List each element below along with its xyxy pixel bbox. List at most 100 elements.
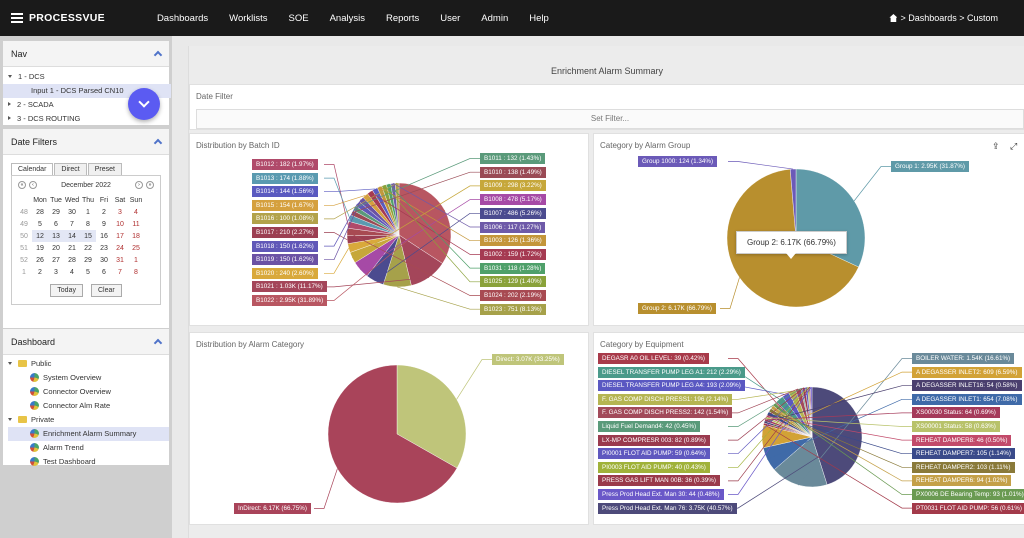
data-label: REHEAT DAMPER8: 46 (0.50%) (912, 434, 1012, 446)
hamburger-menu-icon[interactable] (11, 11, 23, 25)
expand-arrow-icon[interactable] (8, 102, 11, 106)
calendar-day[interactable]: 29 (84, 256, 92, 264)
calendar-day[interactable]: 6 (54, 220, 58, 228)
calendar-day[interactable]: 4 (134, 208, 138, 216)
calendar-day[interactable]: 7 (70, 220, 74, 228)
menu-item-admin[interactable]: Admin (481, 12, 509, 24)
menu-item-user[interactable]: User (440, 12, 461, 24)
scroll-down-button[interactable] (128, 88, 160, 120)
calendar-day[interactable]: 21 (68, 244, 76, 252)
tree-item-input-1[interactable]: Input 1 - DCS Parsed CN10 (3, 84, 171, 98)
last-month-icon[interactable]: » (146, 181, 154, 189)
pie-slice[interactable] (396, 364, 467, 469)
dashboard-item[interactable]: Connector Alm Rate (8, 399, 169, 413)
calendar-day[interactable]: 5 (86, 268, 90, 276)
tree-item-dcs-routing[interactable]: 3 - DCS ROUTING (8, 112, 169, 126)
menu-item-analysis[interactable]: Analysis (329, 12, 365, 24)
calendar-day[interactable]: 9 (102, 220, 106, 228)
data-label: REHEAT DAMPER6: 94 (1.02%) (912, 475, 1012, 487)
calendar-day[interactable]: 26 (36, 256, 44, 264)
calendar-day[interactable]: 6 (102, 268, 106, 276)
collapse-chevron-icon[interactable] (153, 338, 163, 348)
calendar-day[interactable]: 8 (86, 220, 90, 228)
calendar-day[interactable]: 11 (132, 220, 140, 228)
pie-slice[interactable] (327, 364, 458, 504)
dashboard-item[interactable]: Test Dashboard (8, 455, 169, 469)
calendar-day[interactable]: 7 (118, 268, 122, 276)
dashboard-item[interactable]: Enrichment Alarm Summary (8, 427, 169, 441)
expand-arrow-icon[interactable] (8, 75, 12, 78)
calendar-day[interactable]: 30 (100, 256, 108, 264)
calendar-day[interactable]: 17 (116, 232, 124, 240)
folder-private[interactable]: Private (8, 413, 169, 427)
prev-month-icon[interactable]: ‹ (29, 181, 37, 189)
today-button[interactable]: Today (50, 284, 83, 297)
home-icon[interactable] (889, 14, 898, 22)
calendar-day[interactable]: 20 (52, 244, 60, 252)
set-filter-button[interactable]: Set Filter... (196, 109, 1024, 129)
calendar-day[interactable]: 16 (100, 232, 108, 240)
collapse-chevron-icon[interactable] (153, 138, 163, 148)
tab-direct[interactable]: Direct (54, 163, 87, 175)
menu-item-help[interactable]: Help (529, 12, 549, 24)
tab-calendar[interactable]: Calendar (11, 163, 54, 175)
dashboard-panel-header[interactable]: Dashboard (3, 329, 169, 355)
calendar-day[interactable]: 30 (68, 208, 76, 216)
calendar-day[interactable]: 22 (84, 244, 92, 252)
pie-slice[interactable] (773, 436, 828, 488)
breadcrumb-text[interactable]: > Dashboards > Custom (900, 13, 998, 23)
collapse-chevron-icon[interactable] (153, 50, 163, 60)
share-icon[interactable]: ⇪ (992, 141, 1000, 151)
calendar-day[interactable]: 18 (132, 232, 140, 240)
menu-item-worklists[interactable]: Worklists (229, 12, 268, 24)
calendar-day[interactable]: 31 (116, 256, 124, 264)
calendar-day[interactable]: 3 (54, 268, 58, 276)
calendar-day[interactable]: 5 (38, 220, 42, 228)
calendar-day[interactable]: 25 (132, 244, 140, 252)
calendar-day[interactable]: 28 (36, 208, 44, 216)
next-month-icon[interactable]: › (135, 181, 143, 189)
dashboard-item[interactable]: Connector Overview (8, 385, 169, 399)
label-leader-line (314, 468, 338, 509)
calendar-day[interactable]: 14 (64, 230, 80, 242)
calendar-day[interactable]: 3 (118, 208, 122, 216)
first-month-icon[interactable]: « (18, 181, 26, 189)
calendar-day[interactable]: 23 (100, 244, 108, 252)
calendar-day[interactable]: 13 (48, 230, 64, 242)
calendar-day[interactable]: 2 (102, 208, 106, 216)
expand-arrow-icon[interactable] (8, 418, 12, 421)
calendar-day[interactable]: 19 (36, 244, 44, 252)
calendar-day[interactable]: 28 (68, 256, 76, 264)
nav-panel-header[interactable]: Nav (3, 41, 169, 67)
tree-item-dcs[interactable]: 1 - DCS (8, 70, 169, 84)
calendar-day[interactable]: 1 (86, 208, 90, 216)
menu-item-reports[interactable]: Reports (385, 12, 420, 24)
calendar-day[interactable]: 27 (52, 256, 60, 264)
calendar-day[interactable]: 10 (116, 220, 124, 228)
tab-preset[interactable]: Preset (87, 163, 122, 175)
data-label: B1022 : 2.95K (31.89%) (252, 295, 328, 306)
date-filters-header[interactable]: Date Filters (3, 129, 169, 155)
calendar-day[interactable]: 2 (38, 268, 42, 276)
calendar-day[interactable]: 12 (32, 230, 48, 242)
dashboard-item[interactable]: Alarm Trend (8, 441, 169, 455)
dashboard-item[interactable]: System Overview (8, 371, 169, 385)
calendar-day[interactable]: 8 (134, 268, 138, 276)
nav-panel: Nav 1 - DCS Input 1 - DCS Parsed CN10 2 … (2, 40, 171, 126)
calendar-day[interactable]: 15 (80, 230, 96, 242)
expand-arrow-icon[interactable] (8, 116, 11, 120)
date-filters-title: Date Filters (11, 136, 58, 147)
clear-button[interactable]: Clear (90, 284, 122, 297)
label-leader-line (766, 415, 912, 441)
tree-item-scada[interactable]: 2 - SCADA (8, 98, 169, 112)
expand-arrow-icon[interactable] (8, 362, 12, 365)
label-leader-line (324, 195, 366, 206)
menu-item-dashboards[interactable]: Dashboards (156, 12, 209, 24)
fullscreen-icon[interactable]: ⤢ (1010, 141, 1018, 151)
folder-public[interactable]: Public (8, 357, 169, 371)
calendar-day[interactable]: 24 (116, 244, 124, 252)
calendar-day[interactable]: 29 (52, 208, 60, 216)
menu-item-soe[interactable]: SOE (288, 12, 309, 24)
calendar-day[interactable]: 1 (134, 256, 138, 264)
calendar-day[interactable]: 4 (70, 268, 74, 276)
